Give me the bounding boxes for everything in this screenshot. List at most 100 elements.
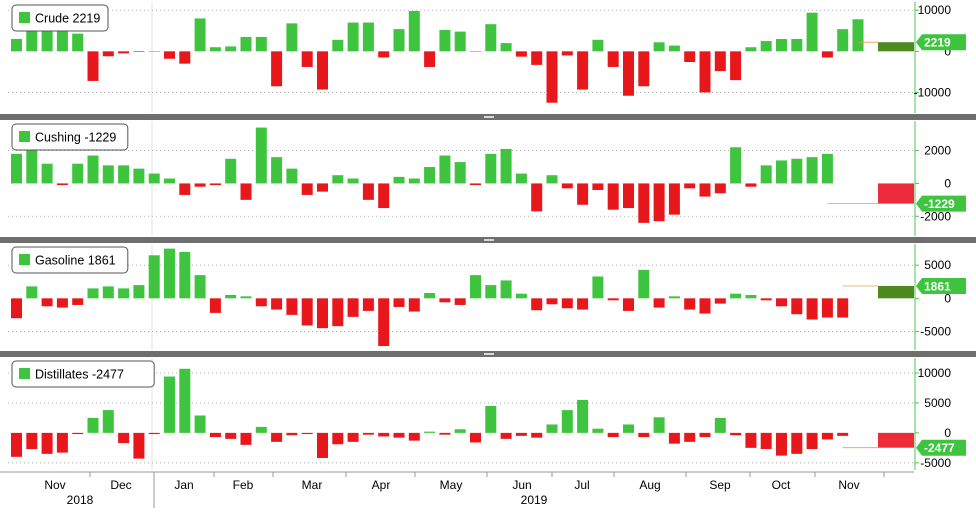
bar (760, 41, 772, 52)
bar (806, 12, 818, 52)
y-tick-label: 10000 (918, 3, 952, 17)
x-tick-label: Nov (838, 478, 859, 492)
bar (317, 51, 328, 90)
bar (439, 432, 451, 435)
bar (332, 39, 344, 52)
bar (225, 295, 237, 299)
bar (577, 298, 589, 310)
bar (454, 31, 466, 52)
legend-label: Cushing -1229 (35, 131, 116, 145)
bar (776, 160, 787, 184)
bar (714, 183, 726, 194)
bar (485, 153, 497, 184)
value-tag (916, 439, 966, 456)
bar (531, 298, 543, 311)
bar (454, 429, 466, 433)
legend-box (11, 360, 155, 388)
bar (194, 183, 206, 187)
bar (72, 298, 84, 305)
bar (362, 432, 374, 435)
legend-swatch (19, 131, 30, 142)
bar (714, 417, 726, 433)
bar (638, 51, 650, 87)
bar (668, 432, 680, 444)
bar (393, 432, 405, 438)
bar (500, 148, 512, 184)
x-tick-label: Feb (233, 478, 254, 492)
bar (179, 368, 191, 433)
legend-label: Crude 2219 (35, 12, 100, 26)
x-tick-label: Dec (110, 478, 131, 492)
bar (56, 183, 68, 186)
bar (209, 298, 221, 313)
bar (194, 18, 206, 52)
bar (11, 39, 22, 52)
bar (424, 293, 436, 299)
bar (148, 51, 160, 52)
bar (332, 432, 344, 445)
bar (301, 432, 313, 435)
bar (301, 51, 313, 67)
x-tick-label: Nov (44, 478, 65, 492)
bar (102, 286, 114, 299)
bar (561, 410, 573, 433)
legend: Gasoline 1861 (11, 246, 129, 274)
bar (102, 410, 114, 433)
bar (607, 298, 619, 301)
bar (531, 183, 543, 212)
bar (699, 298, 711, 314)
bar (592, 183, 604, 190)
bar (607, 432, 619, 438)
bar (362, 22, 374, 52)
bar (653, 298, 665, 308)
x-year-label: 2018 (67, 493, 94, 507)
bar (745, 295, 757, 299)
bar (102, 165, 114, 184)
bar (837, 432, 849, 436)
y-tick-label: 0 (944, 176, 951, 190)
bar (638, 269, 650, 299)
bar (179, 251, 191, 299)
bar (592, 276, 604, 299)
bar (393, 176, 405, 184)
bar (760, 432, 772, 450)
bar (148, 173, 160, 184)
bar (837, 29, 849, 52)
bar (209, 432, 221, 438)
bar (638, 432, 650, 438)
legend-box (11, 123, 129, 151)
bar (72, 432, 84, 435)
legend-swatch (19, 368, 30, 379)
bar (470, 183, 481, 186)
legend-label: Gasoline 1861 (35, 254, 116, 268)
bar (255, 127, 267, 184)
current-bar (878, 285, 914, 299)
bar (255, 36, 267, 52)
current-bar (878, 183, 914, 204)
bar (424, 167, 436, 184)
bar (408, 432, 420, 441)
bar (730, 293, 742, 299)
bar (87, 155, 99, 184)
bar (393, 29, 405, 52)
bar (699, 432, 711, 438)
bar (179, 51, 191, 64)
bar (546, 51, 558, 103)
bar (745, 432, 757, 448)
bar (714, 298, 726, 304)
bar (485, 285, 497, 299)
bar (653, 417, 665, 433)
bar (500, 43, 512, 52)
x-tick-label: Sep (709, 478, 731, 492)
value-tag (916, 195, 966, 212)
bar (424, 431, 436, 433)
bar (607, 51, 619, 67)
separator-grip (484, 116, 494, 118)
bar (347, 298, 359, 317)
bar (194, 275, 206, 299)
bar (164, 248, 175, 299)
x-year-label: 2019 (521, 493, 548, 507)
bar (179, 183, 191, 195)
bar (623, 298, 634, 311)
bar (470, 275, 481, 299)
